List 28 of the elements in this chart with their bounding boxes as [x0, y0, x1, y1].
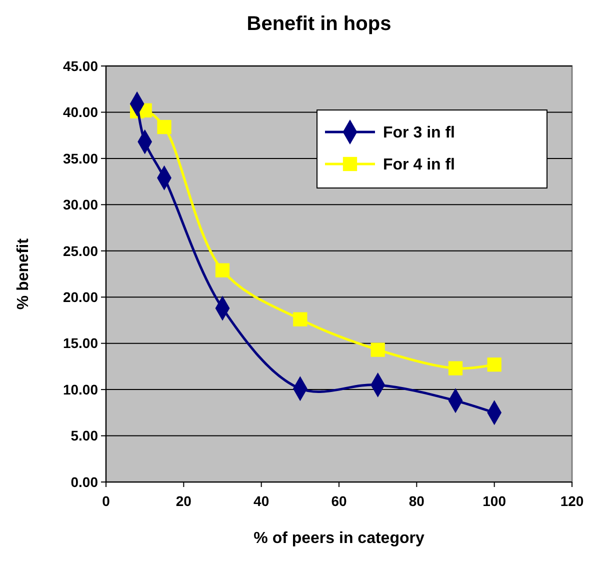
y-axis-title: % benefit	[15, 238, 32, 310]
y-tick-label: 15.00	[62, 335, 98, 352]
x-tick-label: 60	[331, 493, 347, 509]
y-tick-label: 25.00	[62, 242, 98, 259]
y-tick-label: 30.00	[62, 196, 98, 213]
y-tick-label: 20.00	[62, 289, 98, 306]
x-tick-label: 40	[254, 493, 270, 509]
point	[215, 263, 230, 278]
y-tick-label: 45.00	[62, 58, 98, 74]
point	[293, 312, 308, 326]
x-tick-label: 100	[482, 493, 506, 509]
chart-title: Benefit in hops	[246, 13, 392, 35]
y-tick-label: 5.00	[70, 428, 98, 444]
y-tick-label: 10.00	[62, 381, 98, 398]
x-tick-label: 120	[560, 493, 584, 509]
point	[370, 342, 385, 357]
x-tick-label: 20	[176, 493, 192, 509]
point	[448, 361, 463, 376]
legend-label: For 3 in fl	[383, 124, 455, 142]
y-tick-label: 35.00	[62, 150, 98, 166]
point	[157, 120, 172, 134]
legend-label: For 4 in fl	[383, 156, 455, 174]
x-tick-label: 0	[102, 493, 110, 509]
y-tick-label: 40.00	[62, 104, 98, 120]
x-tick-label: 80	[408, 493, 425, 509]
point	[487, 358, 502, 372]
y-tick-label: 0.00	[70, 474, 98, 490]
x-axis-title: % of peers in category	[254, 530, 424, 547]
